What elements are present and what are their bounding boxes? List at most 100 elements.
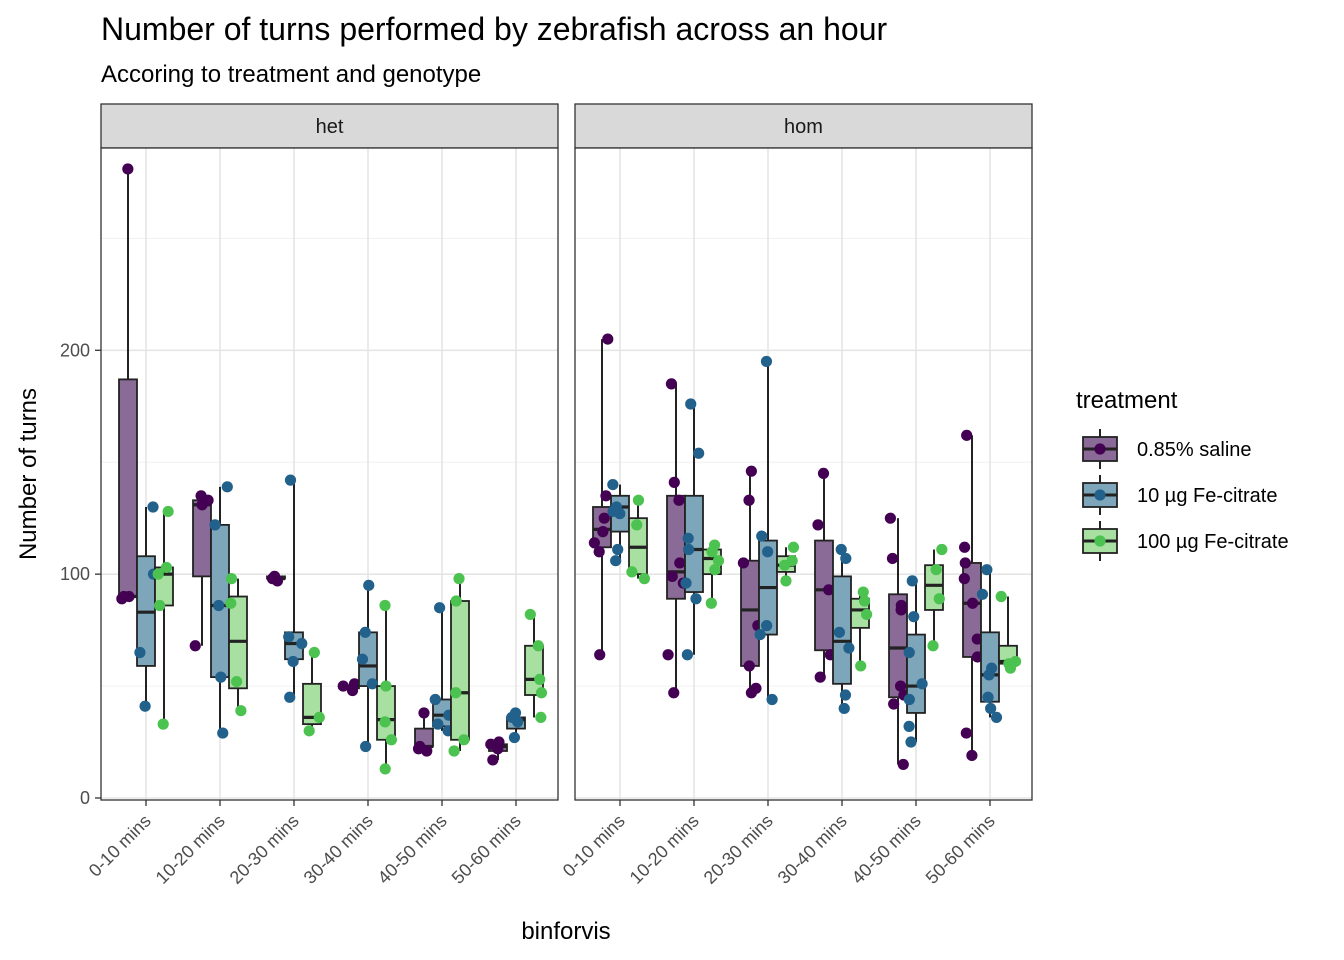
data-point — [612, 543, 624, 556]
data-point — [213, 599, 225, 612]
data-point — [230, 675, 243, 688]
data-point — [434, 602, 446, 614]
box — [702, 539, 725, 609]
x-tick-label: 0-10 mins — [559, 811, 629, 881]
data-point — [524, 608, 536, 621]
data-point — [857, 586, 869, 598]
data-point — [745, 687, 757, 699]
data-point — [668, 687, 680, 699]
series-0 — [588, 333, 984, 771]
data-point — [412, 743, 425, 755]
data-point — [202, 494, 214, 506]
y-tick-label: 200 — [60, 340, 90, 360]
data-point — [152, 568, 164, 580]
box — [225, 573, 248, 717]
box — [302, 646, 325, 737]
series-2 — [626, 494, 1022, 674]
legend-item: 100 µg Fe-citrate — [1082, 521, 1289, 561]
data-point — [906, 575, 918, 587]
data-point — [662, 649, 674, 661]
data-point — [990, 711, 1003, 724]
box — [680, 398, 705, 661]
data-point — [356, 653, 369, 665]
data-point — [814, 671, 826, 683]
data-point — [296, 637, 308, 650]
data-point — [597, 526, 609, 538]
data-point — [706, 546, 718, 558]
data-point — [535, 711, 547, 724]
data-point — [379, 716, 391, 728]
data-point — [453, 573, 465, 585]
x-tick-label: 40-50 mins — [374, 811, 451, 888]
series-1 — [134, 474, 526, 753]
x-tick-label: 40-50 mins — [848, 811, 925, 888]
data-point — [780, 575, 792, 587]
data-point — [366, 678, 378, 690]
chart-subtitle: Accoring to treatment and genotype — [101, 61, 481, 88]
facet-label-het: het — [316, 116, 344, 138]
data-point — [959, 557, 971, 569]
box — [429, 602, 455, 737]
data-point — [712, 555, 725, 567]
data-point — [709, 564, 721, 576]
data-point — [835, 543, 847, 556]
x-tick-label: 30-40 mins — [774, 811, 851, 888]
data-point — [235, 705, 247, 717]
x-tick-label: 20-30 mins — [226, 811, 303, 888]
data-point — [626, 566, 638, 578]
legend: treatment 0.85% saline 10 µg Fe-citrate 10… — [1076, 387, 1289, 561]
data-point — [189, 640, 201, 652]
data-point — [535, 687, 548, 699]
box — [588, 333, 614, 661]
data-point — [930, 564, 942, 576]
data-point — [958, 573, 970, 585]
data-point — [983, 669, 995, 681]
data-point — [448, 745, 460, 757]
data-point — [855, 660, 867, 672]
data-point — [308, 646, 320, 659]
data-point — [287, 655, 299, 668]
legend-key-point — [1094, 443, 1106, 455]
data-point — [217, 727, 229, 739]
data-point — [756, 530, 768, 542]
data-point — [905, 736, 917, 748]
data-point — [487, 754, 499, 766]
data-point — [162, 505, 174, 518]
data-point — [607, 478, 619, 491]
data-point — [833, 626, 846, 638]
x-tick-label: 10-20 mins — [152, 811, 229, 888]
data-point — [118, 590, 130, 603]
data-point — [209, 519, 221, 531]
x-tick-label: 0-10 mins — [85, 811, 155, 881]
data-point — [485, 738, 497, 750]
data-point — [139, 700, 151, 712]
box — [506, 707, 526, 744]
data-point — [903, 646, 915, 659]
box — [737, 465, 764, 699]
facet-strip-hom — [574, 103, 1033, 149]
series-2 — [152, 505, 548, 775]
data-point — [225, 573, 238, 585]
data-point — [284, 691, 296, 703]
panel-background — [101, 148, 558, 800]
data-point — [903, 693, 915, 706]
data-point — [916, 678, 928, 690]
data-point — [886, 552, 899, 565]
data-point — [760, 355, 773, 368]
data-point — [745, 465, 757, 477]
legend-label: 0.85% saline — [1137, 439, 1252, 461]
facet-label-hom: hom — [784, 116, 823, 138]
data-point — [894, 680, 907, 692]
data-point — [1004, 662, 1017, 674]
data-point — [221, 481, 233, 493]
legend-key-point — [1094, 535, 1106, 547]
box — [116, 163, 138, 605]
data-point — [160, 561, 173, 574]
x-tick-label: 50-60 mins — [922, 811, 999, 888]
box — [850, 586, 873, 672]
box — [524, 608, 548, 724]
data-point — [817, 467, 830, 480]
data-point — [762, 546, 774, 558]
box — [662, 378, 689, 699]
box — [754, 355, 778, 706]
